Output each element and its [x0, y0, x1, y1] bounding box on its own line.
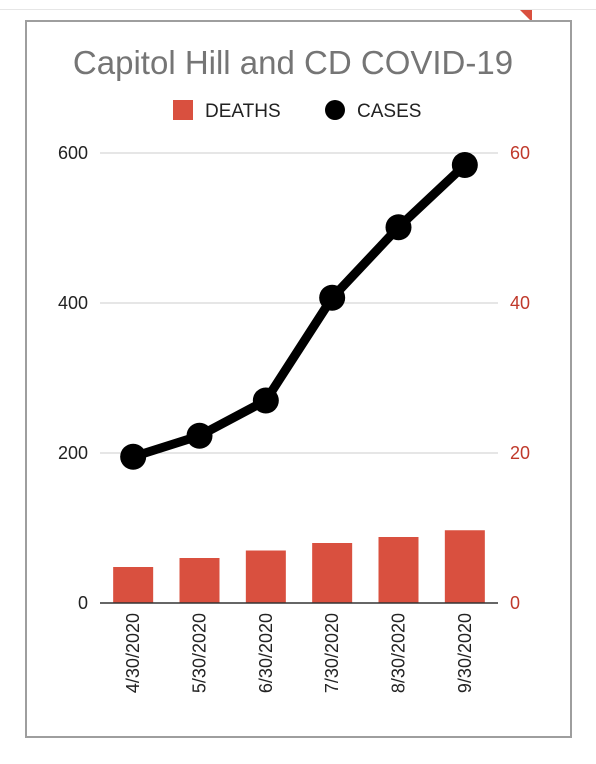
deaths-bar — [113, 567, 154, 603]
x-tick-label: 4/30/2020 — [123, 613, 143, 693]
deaths-bar — [245, 550, 286, 603]
y-left-tick-3: 600 — [58, 143, 88, 163]
legend-deaths-swatch — [173, 100, 193, 120]
x-tick-label: 9/30/2020 — [455, 613, 475, 693]
cases-points — [120, 152, 478, 470]
deaths-bar — [378, 537, 419, 603]
deaths-bars — [113, 530, 485, 603]
legend-deaths-label: DEATHS — [205, 101, 281, 122]
legend-cases-swatch — [325, 100, 345, 120]
cases-point — [451, 152, 478, 178]
chart-frame — [25, 20, 572, 738]
y-right-tick-1: 20 — [510, 443, 530, 463]
y-left-tick-1: 200 — [58, 443, 88, 463]
y-left-tick-2: 400 — [58, 293, 88, 313]
cases-point — [385, 214, 412, 241]
gridlines — [100, 152, 498, 454]
cases-line — [128, 160, 470, 462]
legend-cases-label: CASES — [357, 101, 421, 122]
deaths-bar — [312, 543, 353, 603]
y-axis-right: 0 20 40 60 — [510, 143, 530, 613]
cases-point — [120, 443, 147, 470]
deaths-bar — [179, 558, 220, 603]
cases-point — [319, 284, 346, 311]
y-right-tick-3: 60 — [510, 143, 530, 163]
top-divider — [0, 9, 596, 10]
x-tick-label: 8/30/2020 — [389, 613, 409, 693]
chart-title: Capitol Hill and CD COVID-19 — [73, 44, 513, 81]
y-right-tick-0: 0 — [510, 593, 520, 613]
comment-corner-marker — [520, 10, 532, 22]
deaths-bar — [444, 530, 485, 603]
x-tick-label: 5/30/2020 — [190, 613, 210, 693]
x-tick-label: 7/30/2020 — [322, 613, 342, 693]
y-left-tick-0: 0 — [78, 593, 88, 613]
x-tick-label: 6/30/2020 — [256, 613, 276, 693]
legend: DEATHS CASES — [173, 100, 421, 122]
x-axis-labels: 4/30/2020 5/30/2020 6/30/2020 7/30/2020 … — [123, 613, 475, 693]
y-axis-left: 0 200 400 600 — [58, 143, 88, 613]
y-right-tick-2: 40 — [510, 293, 530, 313]
cases-point — [252, 387, 279, 414]
cases-point — [186, 422, 213, 449]
